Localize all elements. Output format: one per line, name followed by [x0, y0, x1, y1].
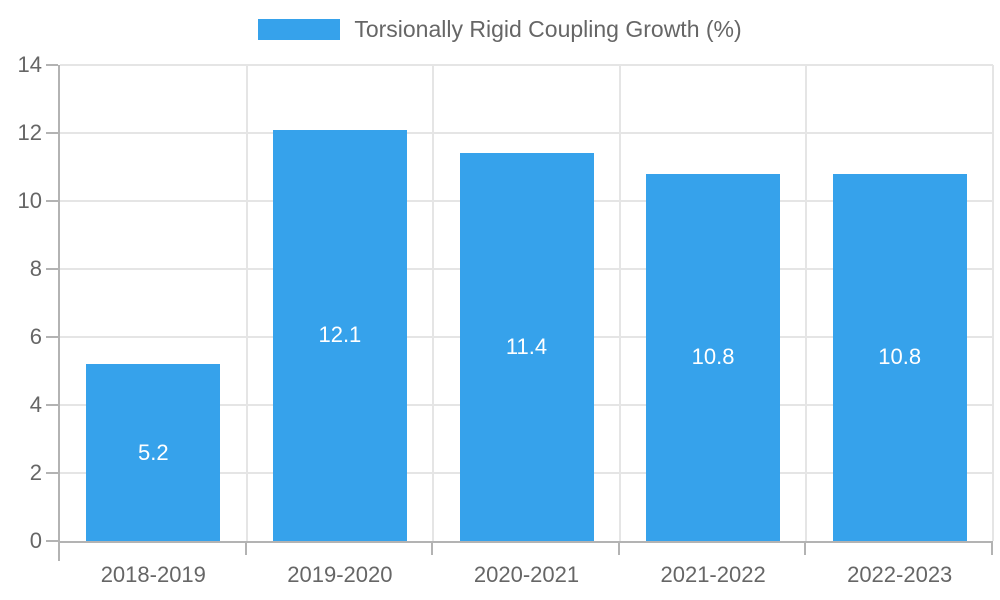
legend: Torsionally Rigid Coupling Growth (%) [0, 16, 1000, 43]
y-axis-tick [46, 200, 58, 202]
h-gridline [60, 64, 993, 66]
y-tick-label: 4 [29, 392, 42, 417]
y-axis-tick [46, 64, 58, 66]
h-gridline [60, 132, 993, 134]
x-category-label: 2019-2020 [287, 562, 393, 587]
legend-label: Torsionally Rigid Coupling Growth (%) [354, 16, 742, 42]
v-gridline [245, 65, 248, 541]
y-tick-label: 8 [29, 256, 42, 281]
y-axis-line [58, 65, 60, 541]
bar-value-label: 10.8 [691, 344, 735, 370]
y-tick-label: 6 [29, 324, 42, 349]
y-axis-tick [46, 472, 58, 474]
x-category-label: 2021-2022 [660, 562, 766, 587]
v-gridline [992, 65, 994, 541]
y-tick-label: 10 [17, 188, 42, 213]
y-tick-label: 2 [29, 460, 42, 485]
y-tick-label: 14 [17, 52, 42, 77]
bar-value-label: 12.1 [318, 322, 362, 348]
bar: 11.4 [459, 153, 594, 541]
y-tick-label: 0 [29, 528, 42, 553]
y-axis-tick [46, 268, 58, 270]
v-gridline [805, 65, 808, 541]
bar-value-label: 5.2 [138, 439, 169, 465]
bar: 10.8 [646, 173, 781, 541]
legend-swatch [258, 19, 341, 40]
x-category-label: 2018-2019 [100, 562, 206, 587]
y-axis-tick [46, 540, 58, 542]
x-axis-tick [617, 541, 620, 555]
y-axis-tick [46, 132, 58, 134]
v-gridline [432, 65, 435, 541]
x-axis-tick [991, 541, 993, 555]
y-tick-label: 12 [17, 120, 42, 145]
x-category-label: 2020-2021 [473, 562, 580, 587]
y-axis-tick [46, 336, 58, 338]
v-gridline [618, 65, 621, 541]
y-axis-tick [46, 404, 58, 406]
bar: 10.8 [832, 173, 967, 541]
x-category-label: 2022-2023 [847, 562, 953, 587]
x-axis-tick [58, 541, 60, 561]
bar-value-label: 11.4 [505, 334, 548, 360]
bar: 5.2 [86, 364, 221, 541]
x-axis-tick [804, 541, 807, 555]
bar-value-label: 10.8 [878, 344, 922, 370]
x-axis-tick [244, 541, 247, 555]
bar: 12.1 [272, 129, 407, 541]
x-axis-tick [431, 541, 434, 555]
x-axis-line [58, 541, 993, 543]
